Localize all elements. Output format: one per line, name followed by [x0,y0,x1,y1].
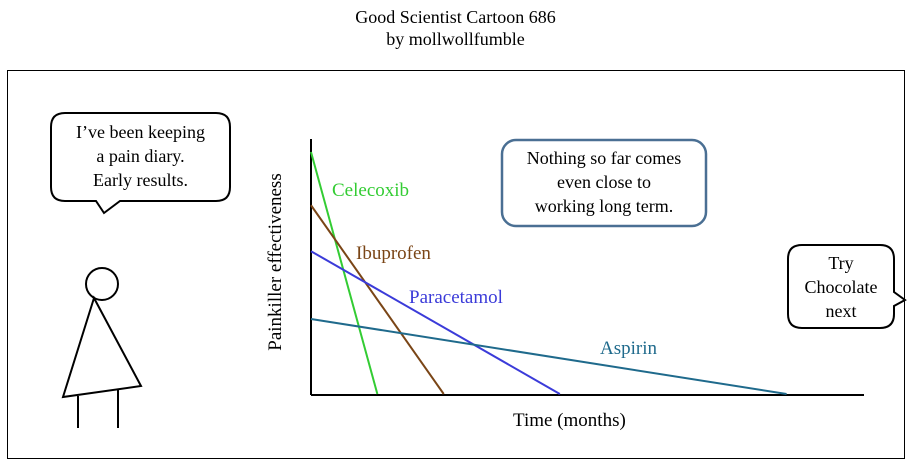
cartoon-header: Good Scientist Cartoon 686 by mollwollfu… [0,6,911,50]
series-label-paracetamol: Paracetamol [409,287,503,308]
scientist-speech-line: a pain diary. [96,146,185,166]
note-line: Nothing so far comes [526,148,682,168]
scientist-head [85,267,119,301]
scientist-speech-line: I’ve been keeping [76,122,205,142]
suggestion-text: Try Chocolate next [788,251,894,323]
comic-panel [7,70,905,459]
scientist-speech-line: Early results. [93,170,188,190]
scientist-figure [61,267,143,428]
y-axis-label: Painkiller effectiveness [265,173,286,351]
scientist-speech-text: I’ve been keeping a pain diary. Early re… [51,120,230,192]
note-text: Nothing so far comes even close to worki… [502,146,706,218]
note-bubble [500,138,708,228]
note-line: even close to [557,172,651,192]
series-label-aspirin: Aspirin [600,338,657,359]
x-axis-label: Time (months) [513,410,626,431]
cartoon-title: Good Scientist Cartoon 686 [355,7,556,27]
note-line: working long term. [534,196,674,216]
cartoon-byline: by mollwollfumble [386,29,525,49]
series-line-aspirin [310,317,787,395]
series-label-ibuprofen: Ibuprofen [356,243,431,264]
series-label-celecoxib: Celecoxib [332,180,410,201]
suggestion-line: Chocolate [804,277,878,297]
scientist-body [61,295,143,399]
suggestion-line: Try [828,253,854,273]
scientist-speech-bubble [50,112,231,215]
series-line-celecoxib [310,151,379,395]
series-line-paracetamol [310,250,561,395]
suggestion-speech-bubble [787,244,907,329]
series-line-ibuprofen [310,204,445,395]
suggestion-line: next [825,301,857,321]
